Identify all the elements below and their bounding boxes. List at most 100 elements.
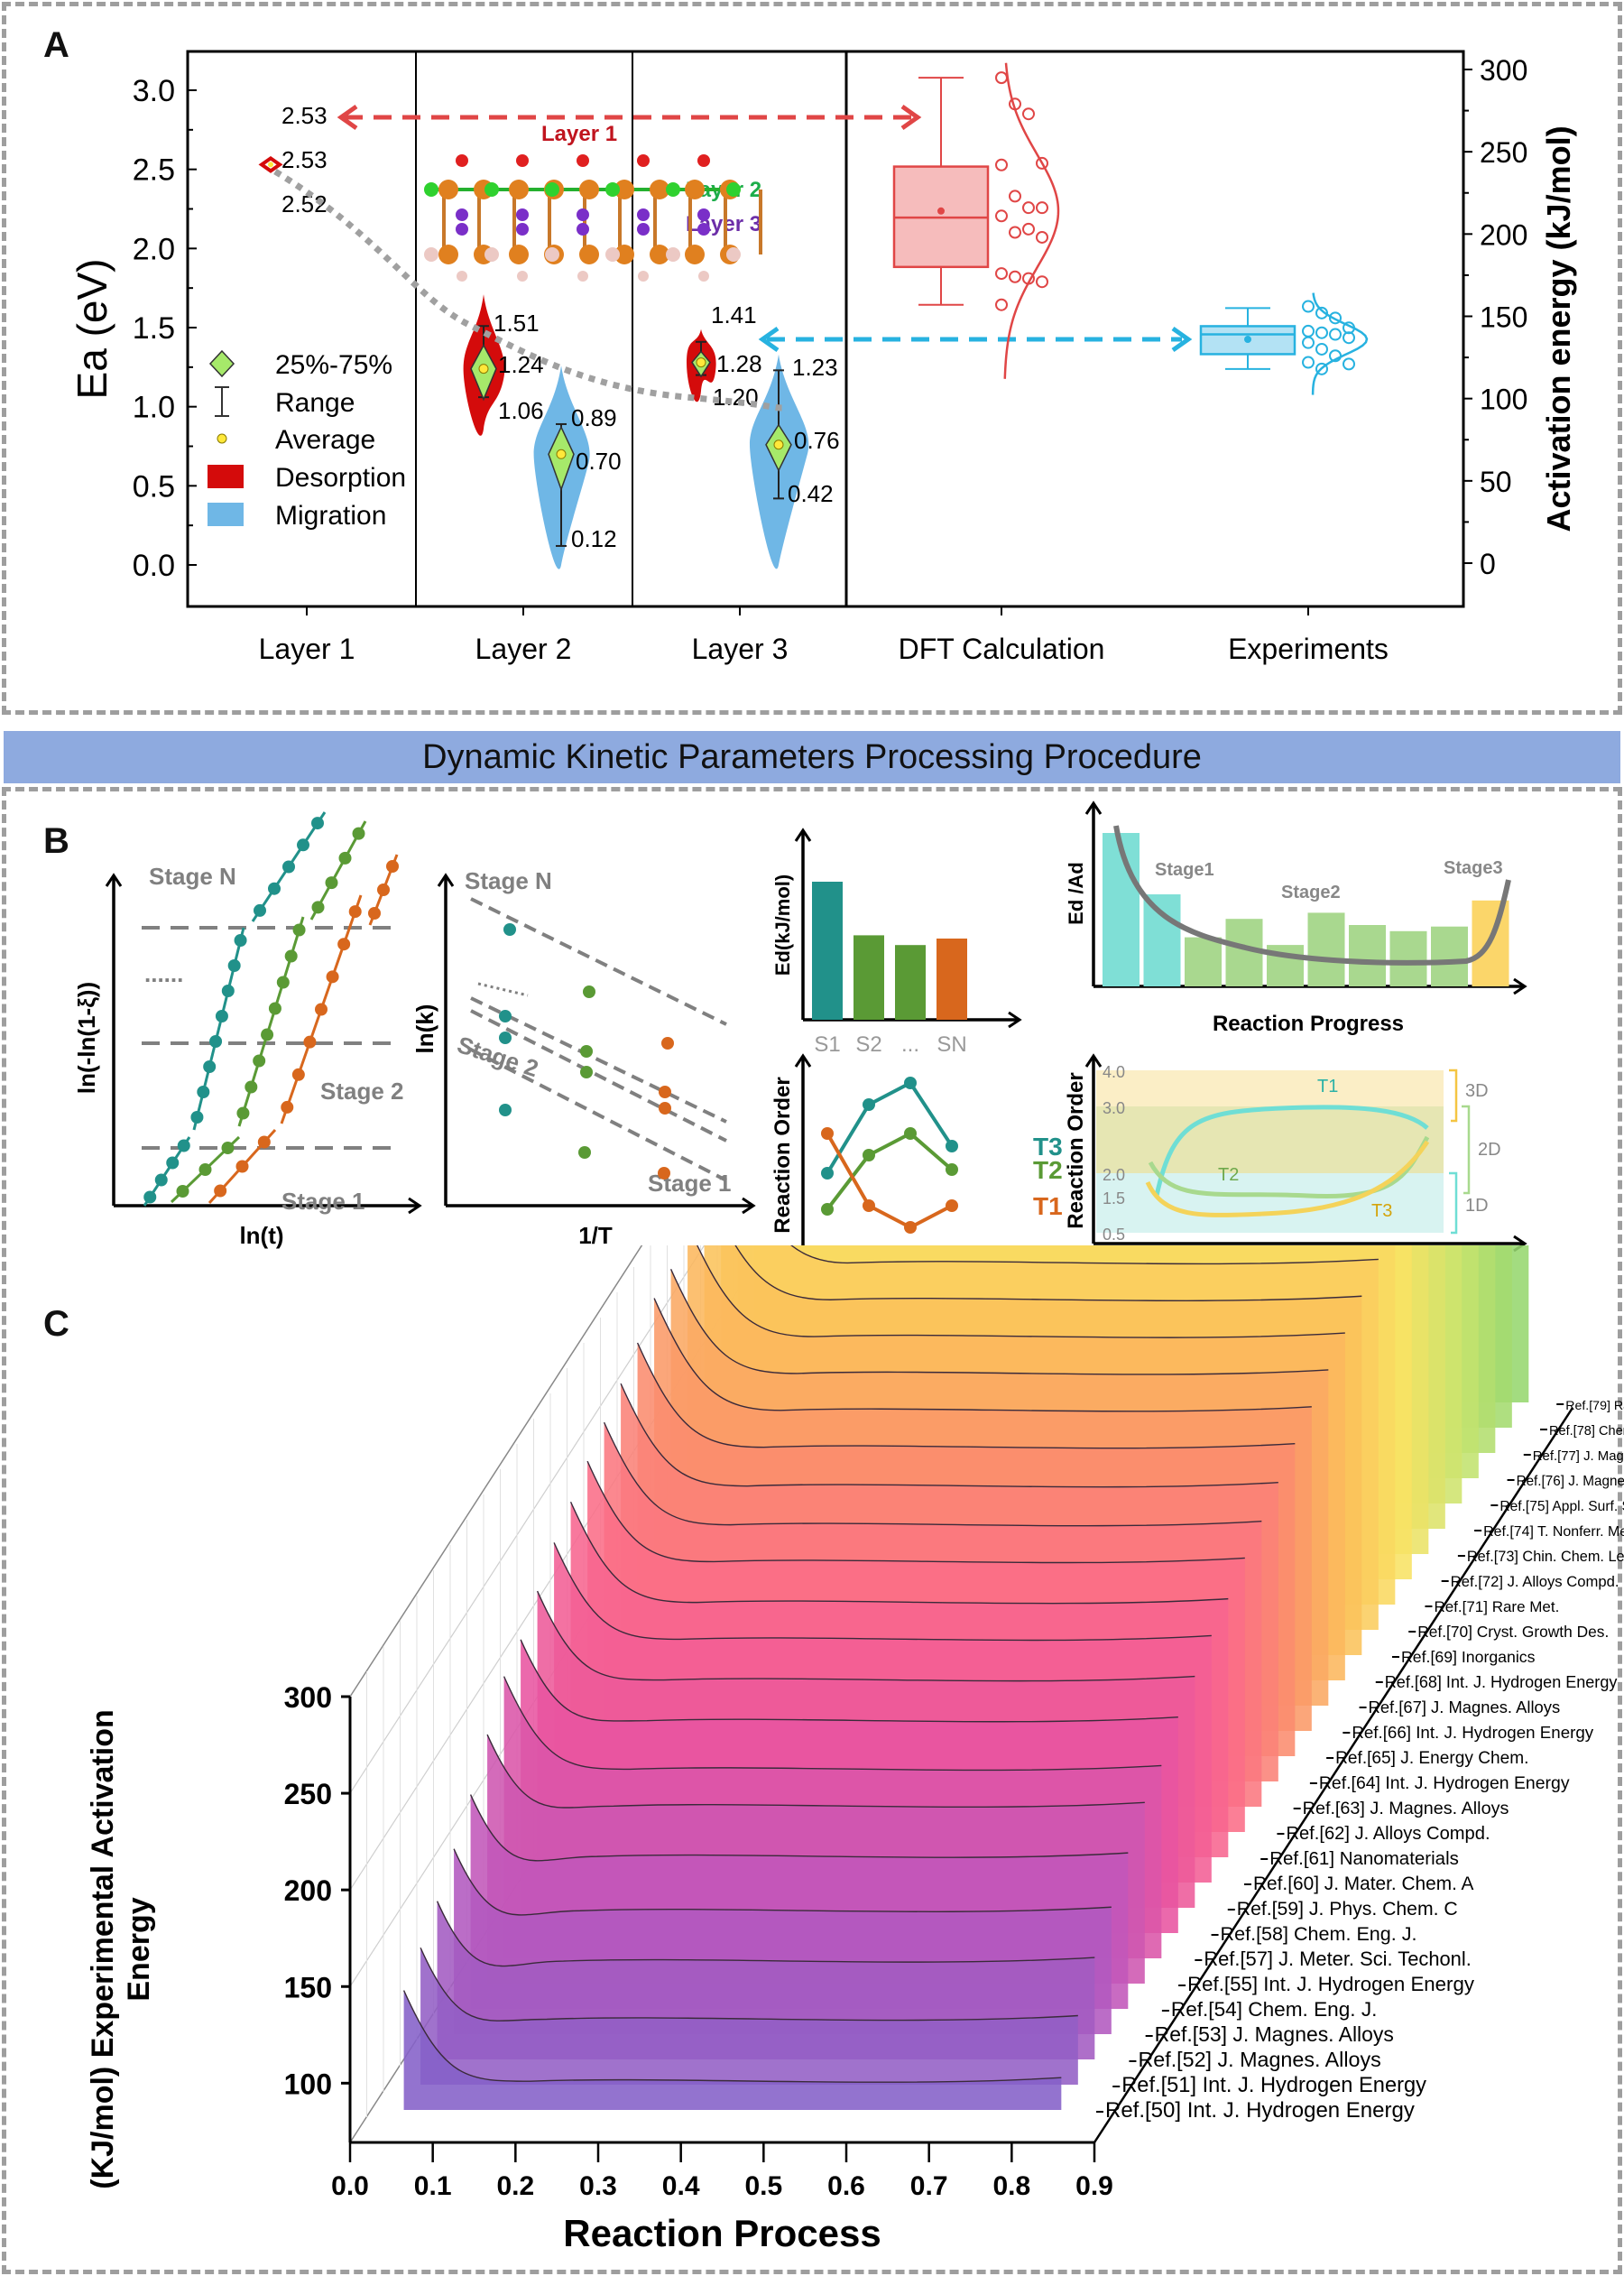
exp-box-point <box>1329 328 1342 341</box>
data-point <box>337 938 351 951</box>
atom-metal <box>685 180 705 199</box>
series-label: T3 <box>1033 1133 1063 1161</box>
legend-label: Desorption <box>275 463 406 493</box>
bracket-2d <box>1462 1105 1471 1195</box>
ref-axis <box>1093 1407 1574 2143</box>
violin-value-label: 1.28 <box>716 350 762 377</box>
data-point <box>292 923 306 937</box>
ref-label: Ref.[63] J. Magnes. Alloys <box>1303 1799 1509 1818</box>
dft-box-point <box>1009 190 1021 203</box>
atom-o <box>516 154 529 167</box>
y-tick-label: 250 <box>284 1778 332 1810</box>
panel-a-chart: 0.0 0.5 1.0 1.5 2.0 2.5 3.0 Ea (eV) 0 50 100 150 200… <box>69 50 1577 665</box>
data-point <box>659 1086 671 1098</box>
data-point <box>236 1106 250 1120</box>
data-point <box>281 1100 294 1114</box>
dft-box-point <box>995 209 1008 223</box>
waterfall-line <box>653 1298 1312 1412</box>
x-axis-label: Reaction Progress <box>1213 1012 1404 1036</box>
ref-label: Ref.[79] Rare Met. <box>1565 1399 1624 1413</box>
average-dot <box>696 357 706 368</box>
plot-frame-right <box>844 50 1465 608</box>
x-tick-label: 0.6 <box>827 2171 865 2201</box>
data-point <box>386 860 399 873</box>
waterfall-line <box>486 1734 1145 1809</box>
violin-value-label: 2.53 <box>281 146 328 173</box>
x-tick-label: SN <box>937 1032 966 1057</box>
data-point <box>580 1066 593 1078</box>
data-point <box>661 1037 674 1050</box>
exp-box-point <box>1315 362 1328 375</box>
atom-pink <box>424 247 438 262</box>
annotation: Stage 2 <box>320 1078 404 1105</box>
x-tick-label: 0.5 <box>744 2171 782 2201</box>
atom-o <box>697 154 710 167</box>
waterfall-line <box>503 1676 1162 1772</box>
data-point <box>197 1086 210 1098</box>
data-point <box>659 1102 671 1115</box>
bar <box>1307 912 1345 986</box>
bar <box>1389 930 1427 986</box>
atom-purple <box>637 223 650 236</box>
data-point <box>338 851 352 865</box>
waterfall-line <box>697 1245 1345 1338</box>
data-point <box>658 1167 670 1180</box>
waterfall-line <box>553 1542 1212 1642</box>
legend-average-icon <box>217 433 227 444</box>
y-axis-label: Ed /Ad <box>1065 862 1087 925</box>
dft-box-point <box>995 267 1008 281</box>
atom-purple <box>697 208 710 221</box>
atom-pink <box>517 271 528 282</box>
y-tick-label: 300 <box>284 1681 332 1714</box>
ref-label: Ref.[59] J. Phys. Chem. C <box>1237 1899 1458 1920</box>
x-tick-label: 0.2 <box>496 2171 534 2201</box>
ref-label: Ref.[72] J. Alloys Compd. <box>1451 1573 1619 1590</box>
x-tick-label: 0.1 <box>414 2171 452 2201</box>
data-point <box>291 1068 305 1081</box>
y-tick-label-right: 0 <box>1480 548 1496 580</box>
data-point <box>297 838 309 852</box>
plot-b4-arrow-up <box>794 1053 812 1068</box>
data-point <box>268 1002 281 1015</box>
exp-box-point <box>1302 300 1315 313</box>
dft-box-point <box>1036 230 1048 244</box>
data-point <box>311 817 324 830</box>
legend-label: Migration <box>275 501 386 531</box>
y-tick-label: 4.0 <box>1103 1063 1125 1081</box>
data-point <box>143 1190 157 1204</box>
violin-value-label: 1.06 <box>498 397 544 424</box>
y-tick-label: 2.0 <box>1103 1166 1125 1184</box>
ref-label: Ref.[53] J. Magnes. Alloys <box>1155 2022 1394 2046</box>
dft-box-distribution-curve <box>1003 62 1060 379</box>
data-point <box>282 860 295 874</box>
atom-pink <box>484 247 499 262</box>
data-point <box>154 1173 168 1187</box>
exp-box-mean <box>1244 336 1251 344</box>
waterfall-line <box>569 1501 1229 1605</box>
waterfall-line <box>586 1460 1245 1564</box>
data-point <box>499 1032 512 1044</box>
data-point <box>176 1185 189 1198</box>
panel-a-label: A <box>43 25 69 65</box>
atom-purple <box>456 208 468 221</box>
series-t2 <box>1148 1135 1430 1199</box>
dft-box-mean <box>937 207 945 215</box>
legend-label: Average <box>275 425 375 455</box>
waterfall-line <box>734 1245 1362 1301</box>
data-point <box>377 884 390 896</box>
ref-label: Ref.[78] Chem. Eng. J. <box>1549 1424 1624 1439</box>
y-tick-label-right: 300 <box>1480 54 1527 87</box>
atom-metal <box>438 245 458 264</box>
ref-label: Ref.[51] Int. J. Hydrogen Energy <box>1121 2074 1426 2097</box>
atom-metal <box>650 245 669 264</box>
exp-box-distribution-curve <box>1311 292 1369 395</box>
violin-value-label: 0.42 <box>788 480 834 507</box>
atom-green <box>666 182 680 197</box>
legend-label: Range <box>275 388 355 418</box>
plot-b3-arrow-right <box>1008 1011 1022 1029</box>
data-point <box>352 827 365 840</box>
x-tick-label: 0.8 <box>992 2171 1030 2201</box>
gridline <box>349 1245 706 1794</box>
waterfall-line <box>620 1383 1278 1488</box>
ref-label: Ref.[54] Chem. Eng. J. <box>1171 1998 1378 2021</box>
